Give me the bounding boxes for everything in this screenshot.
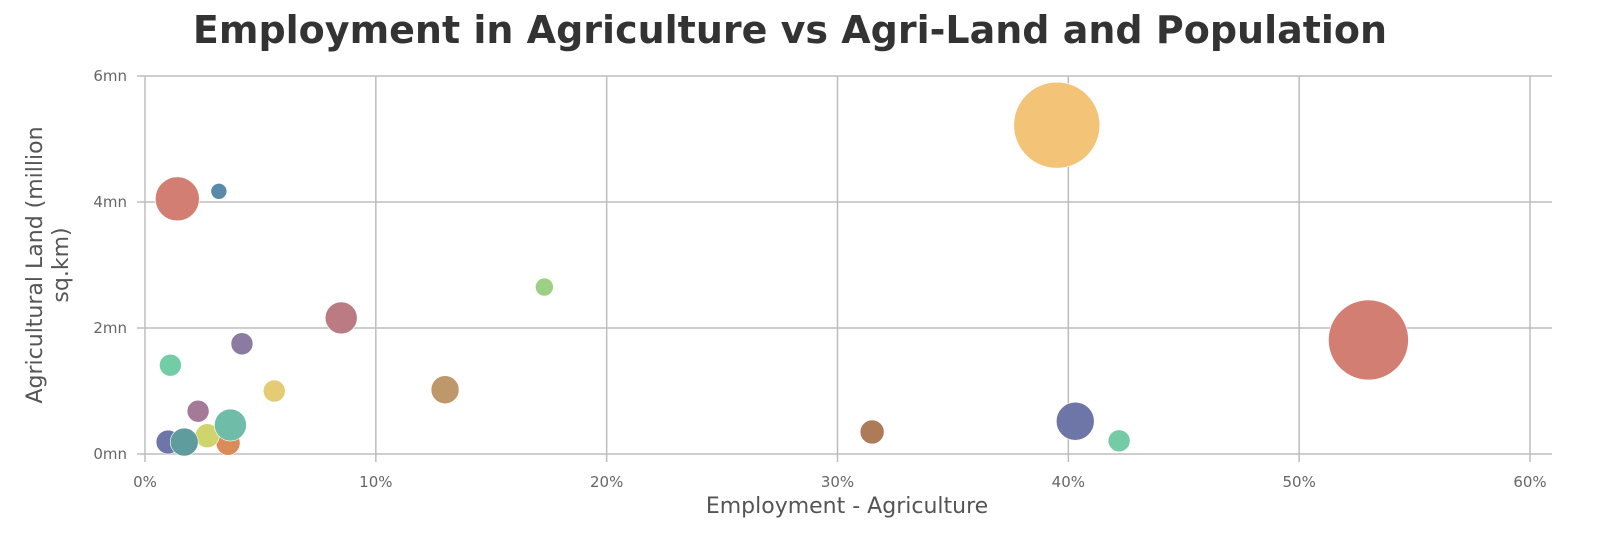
x-tick-label: 30%	[821, 473, 854, 491]
y-tick-label: 6mn	[93, 67, 127, 85]
x-axis-ticks: 0% 10% 20% 30% 40% 50% 60%	[133, 473, 1547, 491]
bubble-point[interactable]	[186, 399, 210, 423]
bubble-point[interactable]	[155, 176, 200, 222]
x-tick-label: 10%	[359, 473, 392, 491]
x-tick-label: 0%	[133, 473, 157, 491]
bubble-point[interactable]	[230, 332, 254, 356]
bubble-point[interactable]	[262, 379, 286, 403]
bubble-point[interactable]	[210, 182, 228, 200]
x-tick-label: 60%	[1513, 473, 1546, 491]
x-axis-title: Employment - Agriculture	[706, 494, 988, 519]
y-tick-label: 2mn	[93, 319, 127, 337]
chart-title: Employment in Agriculture vs Agri-Land a…	[192, 8, 1388, 52]
gridlines	[137, 75, 1552, 462]
y-axis-title: Agricultural Land (million sq.km)	[23, 126, 74, 403]
y-axis-ticks: 0mn 2mn 4mn 6mn	[93, 67, 127, 463]
x-tick-label: 50%	[1282, 473, 1315, 491]
y-tick-label: 0mn	[93, 445, 127, 463]
bubble-point[interactable]	[169, 427, 199, 457]
bubble-point[interactable]	[535, 277, 554, 297]
x-tick-label: 40%	[1052, 473, 1085, 491]
bubble-point[interactable]	[1055, 401, 1095, 441]
bubble-point[interactable]	[1013, 81, 1101, 169]
bubble-point[interactable]	[324, 301, 358, 335]
y-tick-label: 4mn	[93, 193, 127, 211]
bubble-series	[155, 81, 1409, 457]
bubble-point[interactable]	[859, 419, 885, 445]
bubble-point[interactable]	[1328, 299, 1409, 381]
bubble-point[interactable]	[214, 408, 247, 442]
y-axis-title-line1: Agricultural Land (million	[23, 126, 48, 403]
x-tick-label: 20%	[590, 473, 623, 491]
bubble-point[interactable]	[1107, 429, 1131, 453]
bubble-point[interactable]	[430, 375, 460, 405]
y-axis-title-line2: sq.km)	[49, 227, 74, 302]
bubble-point[interactable]	[159, 353, 182, 377]
